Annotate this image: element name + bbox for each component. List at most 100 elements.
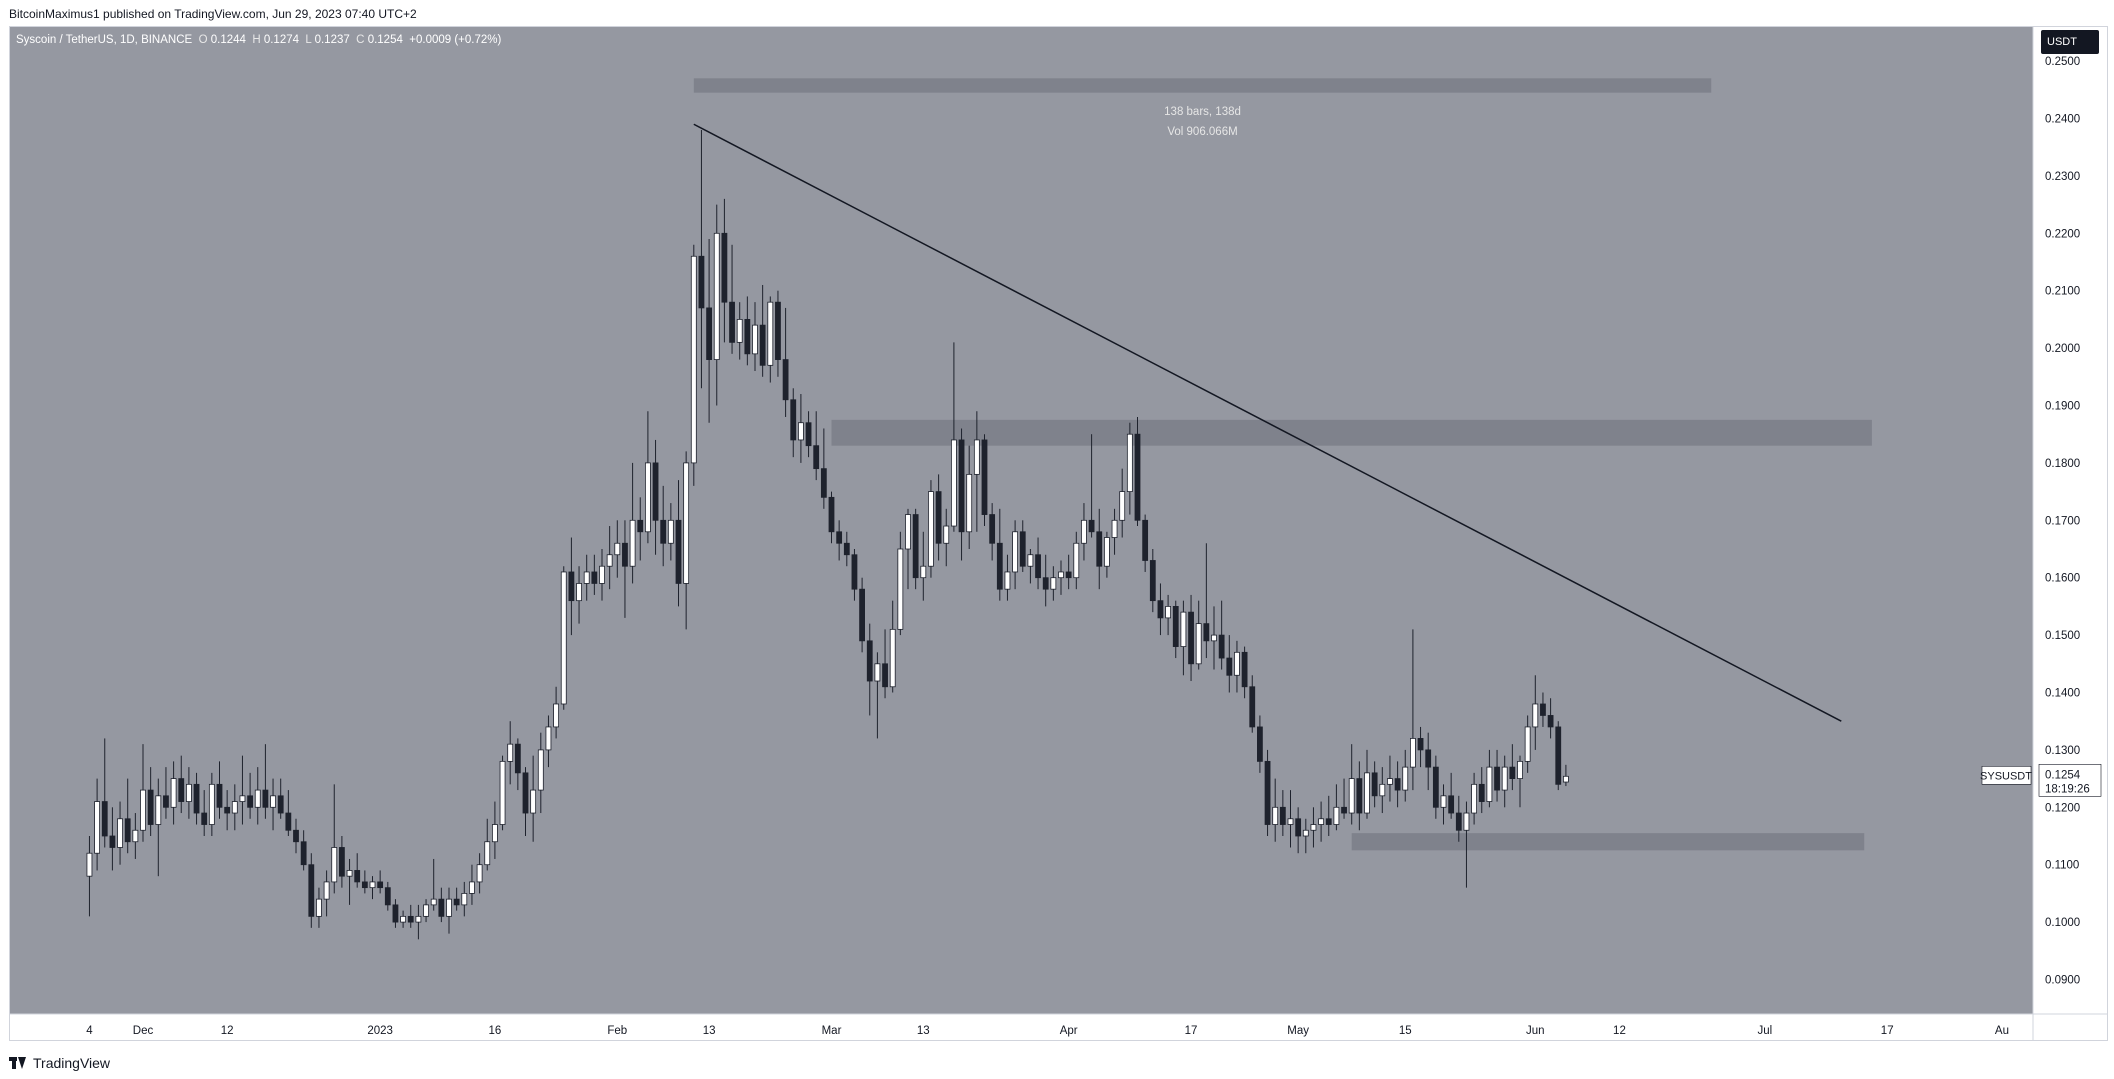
candle-body[interactable]	[629, 519, 636, 567]
candle-body[interactable]	[323, 881, 330, 900]
candle-body[interactable]	[124, 818, 131, 843]
candle-body[interactable]	[706, 307, 712, 360]
candle-body[interactable]	[407, 915, 414, 923]
candle-body[interactable]	[530, 789, 537, 814]
candle-body[interactable]	[805, 422, 812, 447]
candle-body[interactable]	[645, 462, 651, 533]
candle-body[interactable]	[1081, 519, 1087, 544]
candle-body[interactable]	[285, 812, 292, 831]
candle-body[interactable]	[1394, 778, 1401, 791]
candle-body[interactable]	[1012, 531, 1018, 573]
candle-body[interactable]	[1432, 766, 1439, 808]
zone-rect-2[interactable]	[831, 419, 1872, 446]
candle-body[interactable]	[989, 514, 996, 544]
candle-body[interactable]	[1111, 519, 1118, 538]
candle-body[interactable]	[254, 789, 261, 808]
candle-body[interactable]	[277, 795, 284, 814]
candle-body[interactable]	[469, 881, 475, 894]
candle-body[interactable]	[1042, 577, 1049, 590]
candle-body[interactable]	[1165, 606, 1171, 619]
candle-body[interactable]	[461, 893, 468, 906]
candle-body[interactable]	[208, 783, 215, 825]
candle-body[interactable]	[170, 778, 177, 808]
candle-body[interactable]	[1478, 783, 1485, 802]
candle-body[interactable]	[1157, 600, 1164, 619]
candle-body[interactable]	[1494, 766, 1500, 791]
candle-body[interactable]	[1264, 760, 1271, 825]
candle-body[interactable]	[637, 519, 644, 533]
candle-body[interactable]	[1088, 519, 1095, 533]
candle-body[interactable]	[293, 829, 299, 843]
currency-badge[interactable]: USDT	[2041, 30, 2099, 54]
candle-body[interactable]	[514, 743, 521, 774]
candle-body[interactable]	[951, 439, 957, 527]
candle-body[interactable]	[1188, 611, 1194, 665]
candle-body[interactable]	[889, 628, 896, 688]
candle-body[interactable]	[1272, 806, 1279, 825]
candle-body[interactable]	[354, 870, 361, 883]
candle-body[interactable]	[1371, 772, 1378, 797]
candle-body[interactable]	[721, 232, 728, 303]
candle-body[interactable]	[1547, 715, 1554, 728]
candle-body[interactable]	[216, 783, 223, 808]
candle-body[interactable]	[86, 852, 93, 877]
candle-body[interactable]	[94, 801, 100, 854]
candle-body[interactable]	[224, 806, 231, 814]
candle-body[interactable]	[1310, 824, 1317, 831]
candle-body[interactable]	[1287, 818, 1294, 825]
candle-body[interactable]	[599, 565, 605, 584]
candle-body[interactable]	[1104, 537, 1110, 567]
candle-body[interactable]	[1417, 738, 1424, 751]
candle-body[interactable]	[1119, 491, 1126, 521]
candle-body[interactable]	[1257, 726, 1263, 762]
candle-body[interactable]	[377, 881, 384, 889]
candle-body[interactable]	[622, 542, 628, 567]
candle-body[interactable]	[1180, 611, 1187, 647]
candle-body[interactable]	[1440, 795, 1447, 808]
candle-body[interactable]	[744, 318, 751, 355]
candle-body[interactable]	[178, 778, 185, 802]
candle-body[interactable]	[384, 887, 391, 906]
candle-body[interactable]	[591, 571, 598, 584]
candle-body[interactable]	[346, 870, 353, 877]
candle-body[interactable]	[109, 835, 116, 848]
candle-body[interactable]	[905, 514, 911, 550]
candle-body[interactable]	[1356, 778, 1363, 814]
candle-body[interactable]	[1325, 818, 1332, 825]
ticker-label-box[interactable]	[1981, 766, 2032, 785]
candle-body[interactable]	[1295, 818, 1302, 837]
candle-body[interactable]	[1195, 623, 1202, 665]
candle-body[interactable]	[775, 301, 781, 360]
candle-body[interactable]	[369, 881, 376, 889]
candle-body[interactable]	[262, 789, 269, 808]
candle-body[interactable]	[1211, 634, 1217, 642]
candle-body[interactable]	[851, 554, 858, 590]
candle-body[interactable]	[713, 232, 720, 360]
candle-body[interactable]	[423, 904, 429, 917]
candle-body[interactable]	[491, 824, 498, 843]
candle-body[interactable]	[912, 514, 919, 579]
candle-body[interactable]	[576, 583, 582, 602]
candle-body[interactable]	[1524, 726, 1531, 762]
candle-body[interactable]	[140, 789, 146, 831]
candle-body[interactable]	[438, 898, 445, 917]
candle-body[interactable]	[1058, 571, 1064, 579]
candle-body[interactable]	[736, 318, 743, 343]
candle-body[interactable]	[660, 519, 667, 544]
candle-body[interactable]	[338, 847, 345, 877]
candle-body[interactable]	[1387, 778, 1393, 785]
symbol-name[interactable]: Syscoin / TetherUS, 1D, BINANCE	[16, 34, 193, 46]
zone-rect-1[interactable]	[693, 78, 1712, 93]
candle-body[interactable]	[614, 542, 621, 556]
candle-body[interactable]	[874, 663, 881, 682]
candle-body[interactable]	[1241, 651, 1248, 688]
candle-body[interactable]	[843, 542, 850, 556]
candle-body[interactable]	[568, 571, 575, 602]
candle-body[interactable]	[446, 898, 452, 917]
candle-body[interactable]	[560, 571, 567, 705]
candle-body[interactable]	[1540, 703, 1546, 716]
candle-body[interactable]	[981, 439, 988, 515]
candle-body[interactable]	[698, 255, 705, 309]
candle-body[interactable]	[1203, 623, 1210, 642]
candle-body[interactable]	[690, 255, 697, 464]
